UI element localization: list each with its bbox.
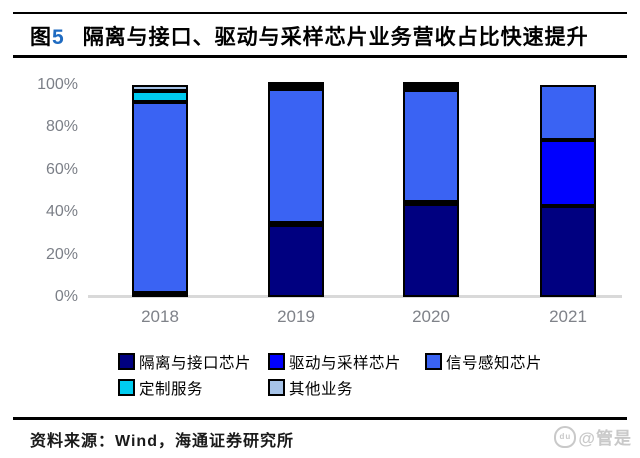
figure-label: 图 <box>30 25 52 49</box>
x-tick-label: 2021 <box>549 307 587 326</box>
bar-segment <box>540 205 596 297</box>
bar-segment <box>268 89 324 223</box>
bar-segment <box>403 86 459 91</box>
x-axis-line <box>88 295 622 298</box>
legend-label: 信号感知芯片 <box>446 355 543 372</box>
bar-segment <box>268 224 324 297</box>
legend-item: 其他业务 <box>268 377 354 398</box>
baidu-paw-icon: du <box>554 425 577 448</box>
figure-title: 图5 隔离与接口、驱动与采样芯片业务营收占比快速提升 <box>30 21 589 51</box>
bar-segment <box>268 82 324 87</box>
legend-item: 信号感知芯片 <box>425 351 543 372</box>
watermark: du @管是 <box>554 424 632 449</box>
figure-number: 5 <box>52 26 65 49</box>
bar-segment <box>540 85 596 141</box>
y-tick-label: 0% <box>54 288 78 305</box>
legend-label: 其他业务 <box>289 381 354 398</box>
top-divider <box>13 12 627 14</box>
watermark-text: @管是 <box>578 429 632 448</box>
legend-label: 定制服务 <box>139 381 204 398</box>
x-tick-label: 2018 <box>141 307 179 326</box>
bar-segment <box>132 101 188 293</box>
y-tick-label: 40% <box>45 203 78 221</box>
y-tick-label: 60% <box>45 160 78 178</box>
bar-segment <box>403 82 459 87</box>
source-wind: Wind <box>115 433 158 450</box>
legend-label: 驱动与采样芯片 <box>289 355 402 372</box>
legend-swatch <box>118 353 135 370</box>
figure-title-text: 隔离与接口、驱动与采样芯片业务营收占比快速提升 <box>82 25 589 49</box>
y-tick-label: 80% <box>45 118 78 136</box>
bar-segment <box>268 85 324 90</box>
title-divider <box>13 55 627 58</box>
source-org: 海通证券研究所 <box>174 433 294 450</box>
source-note: 资料来源：Wind，海通证券研究所 <box>30 427 294 451</box>
legend-item: 定制服务 <box>118 377 204 398</box>
legend-swatch <box>425 353 442 370</box>
source-label: 资料来源： <box>30 433 116 450</box>
source-sep: ， <box>157 433 175 450</box>
x-tick-label: 2019 <box>277 307 315 326</box>
legend-swatch <box>268 379 285 396</box>
bottom-divider <box>13 417 627 420</box>
legend-item: 隔离与接口芯片 <box>118 351 252 372</box>
x-tick-label: 2020 <box>412 307 450 326</box>
legend-swatch <box>118 379 135 396</box>
legend-label: 隔离与接口芯片 <box>139 355 252 372</box>
bar-segment <box>403 90 459 202</box>
legend-swatch <box>268 353 285 370</box>
y-tick-label: 20% <box>45 245 78 263</box>
y-tick-label: 100% <box>37 76 78 93</box>
bar-segment <box>403 203 459 297</box>
stacked-bar-chart <box>0 82 640 297</box>
legend-item: 驱动与采样芯片 <box>268 351 402 372</box>
bar-segment <box>132 91 188 102</box>
bar-segment <box>132 292 188 297</box>
bar-segment <box>540 140 596 206</box>
bar-segment <box>132 85 188 92</box>
